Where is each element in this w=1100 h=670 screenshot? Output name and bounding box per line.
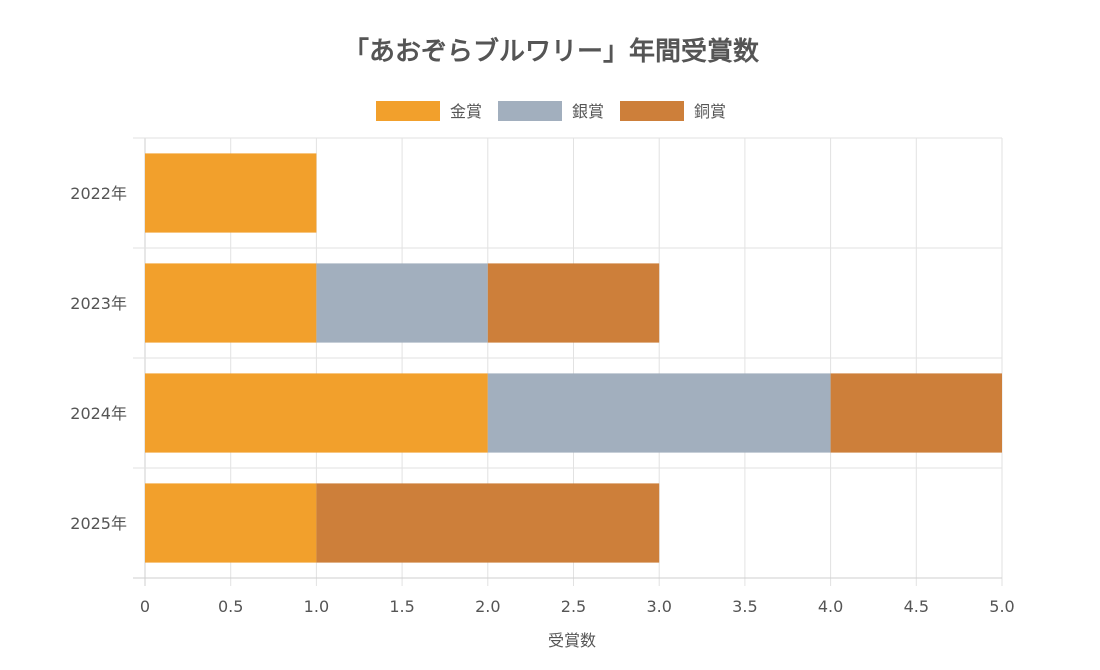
x-axis-title: 受賞数: [548, 631, 596, 650]
y-axis-labels: 2022年 2023年 2024年 2025年: [70, 184, 127, 533]
legend-swatch: [620, 101, 684, 121]
y-tick-label: 2023年: [70, 294, 127, 313]
bar-segment: [316, 483, 660, 563]
grid: [133, 137, 1003, 586]
legend-item: 銅賞: [620, 101, 726, 121]
x-tick-label: 4.0: [818, 597, 843, 616]
x-tick-label: 0: [140, 597, 150, 616]
legend-label: 金賞: [450, 102, 482, 121]
legend-label: 銅賞: [694, 102, 726, 121]
x-axis-labels: 0 0.5 1.0 1.5 2.0 2.5 3.0 3.5 4.0 4.5 5.0: [140, 597, 1015, 616]
bar-segment: [145, 483, 317, 563]
y-tick-label: 2022年: [70, 184, 127, 203]
y-tick-label: 2024年: [70, 404, 127, 423]
bar-segment: [487, 263, 660, 343]
bar-segment: [145, 263, 317, 343]
bar-segment: [145, 153, 317, 233]
legend-item: 銀賞: [498, 101, 604, 121]
legend-label: 銀賞: [572, 102, 604, 121]
x-tick-label: 3.0: [646, 597, 671, 616]
x-tick-label: 4.5: [904, 597, 929, 616]
bar-segment: [830, 373, 1002, 453]
y-tick-label: 2025年: [70, 514, 127, 533]
x-tick-label: 2.5: [561, 597, 586, 616]
x-tick-label: 5.0: [989, 597, 1014, 616]
legend-swatch: [376, 101, 440, 121]
bar-segment: [487, 373, 831, 453]
x-tick-label: 0.5: [218, 597, 243, 616]
x-tick-label: 1.5: [389, 597, 414, 616]
chart-title: 「あおぞらブルワリー」年間受賞数: [343, 36, 760, 67]
legend-item: 金賞: [376, 101, 482, 121]
legend: 金賞 銀賞 銅賞: [376, 101, 726, 121]
bar-segment: [316, 263, 488, 343]
legend-swatch: [498, 101, 562, 121]
x-tick-label: 3.5: [732, 597, 757, 616]
bar-segment: [145, 373, 488, 453]
bars: [145, 153, 1002, 563]
x-tick-label: 1.0: [304, 597, 329, 616]
x-tick-label: 2.0: [475, 597, 500, 616]
